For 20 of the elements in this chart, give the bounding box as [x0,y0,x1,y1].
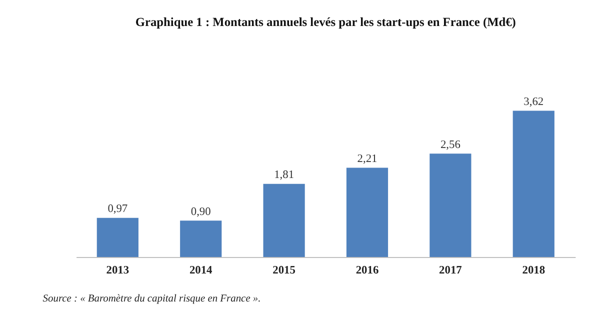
x-tick-label: 2015 [272,264,296,277]
chart-title: Graphique 1 : Montants annuels levés par les start-ups en France (Md€) [135,14,516,29]
x-tick-label: 2017 [439,264,462,277]
bar [96,218,138,258]
data-label: 3,62 [524,96,544,108]
data-label: 2,21 [357,153,378,166]
x-tick-label: 2018 [522,264,546,277]
x-tick-label: 2013 [106,264,130,277]
bar [263,184,305,258]
data-label: 2,56 [440,138,461,151]
bar [346,168,388,258]
data-label: 0,90 [190,206,212,218]
source-note: Source : « Baromètre du capital risque en France ». [42,294,261,305]
bar [180,220,222,258]
data-label: 1,81 [274,169,294,182]
x-tick-label: 2014 [189,264,213,277]
data-label: 0,97 [108,203,128,216]
x-tick-label: 2016 [356,264,379,277]
bar [430,154,472,258]
bar [512,110,554,258]
